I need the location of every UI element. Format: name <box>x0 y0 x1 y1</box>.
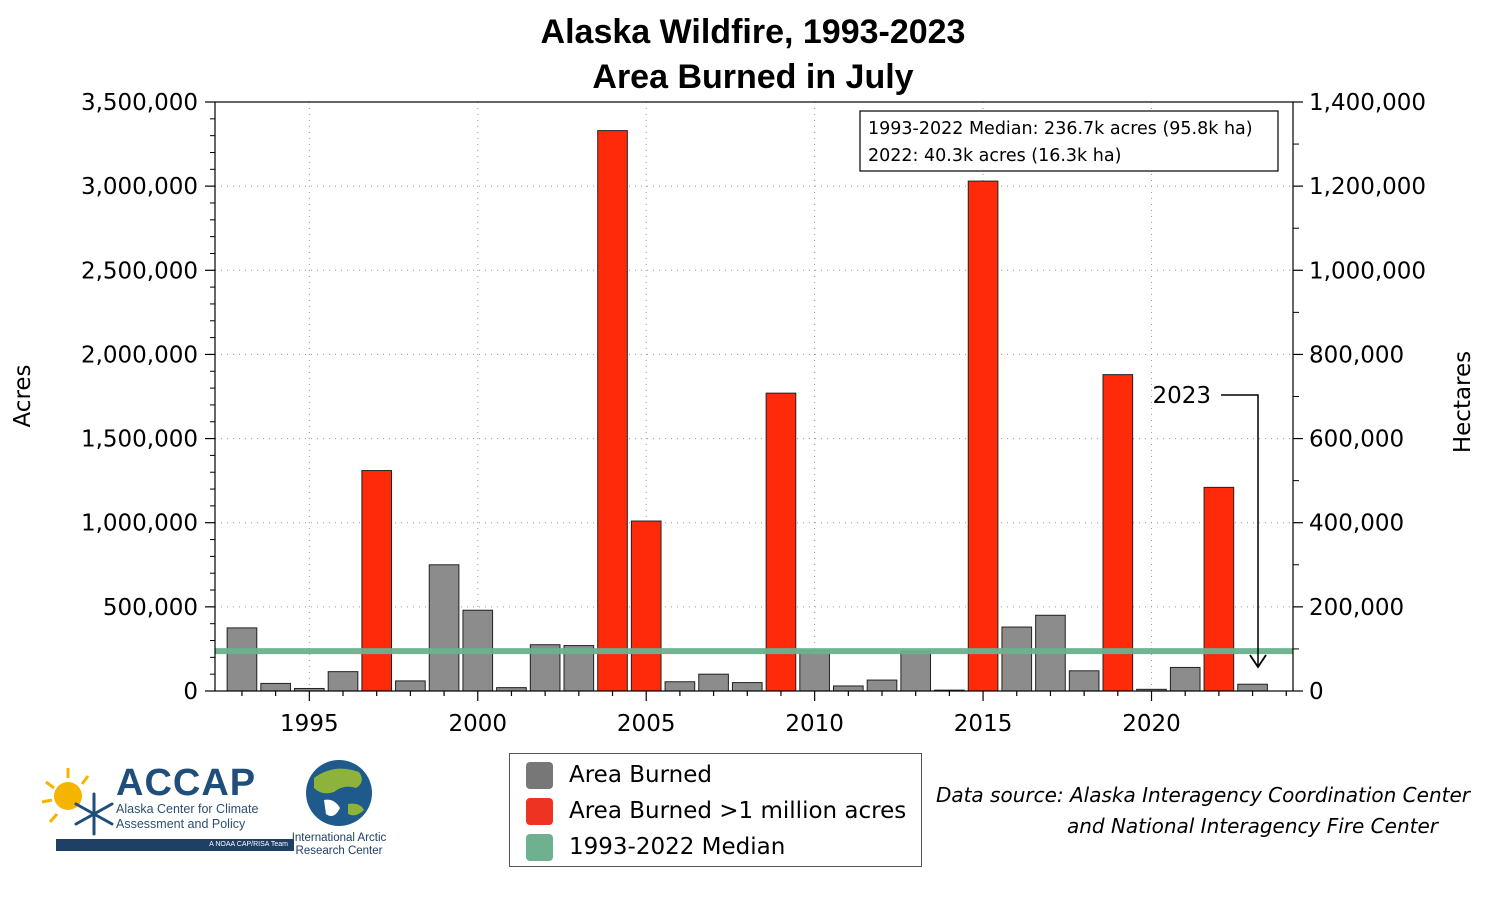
bar <box>428 564 460 692</box>
data-source: Data source: Alaska Interagency Coordina… <box>905 780 1470 842</box>
y-tick-label-left: 2,500,000 <box>81 258 198 284</box>
legend-swatch-red <box>526 797 553 825</box>
annotation-2022: 2022: 40.3k acres (16.3k ha) <box>868 146 1121 166</box>
bar-over-million <box>967 180 999 692</box>
y-tick-label-right: 400,000 <box>1309 511 1404 537</box>
x-tick-label: 2020 <box>1122 711 1181 737</box>
y-tick-label-right: 1,000,000 <box>1309 258 1426 284</box>
y-axis-label-right: Hectares <box>1450 351 1476 453</box>
y-tick-label-left: 0 <box>183 679 198 705</box>
x-tick-label: 1995 <box>280 711 339 737</box>
bar-over-million <box>597 130 628 692</box>
bar <box>799 650 830 692</box>
bar <box>1237 683 1268 692</box>
legend: Area Burned Area Burned >1 million acres… <box>509 753 922 867</box>
iarc-logo-text: International Arctic Research Center <box>284 832 394 858</box>
data-source-line1: Data source: Alaska Interagency Coordina… <box>935 783 1470 807</box>
accap-sub-line2: Assessment and Policy <box>116 817 246 831</box>
logos: ACCAP Alaska Center for Climate Assessme… <box>38 758 398 868</box>
bar <box>226 627 258 692</box>
y-axis-label-left: Acres <box>10 364 36 427</box>
x-tick-label: 2015 <box>954 711 1013 737</box>
bar <box>900 650 932 692</box>
bar <box>327 671 359 692</box>
bar <box>260 682 291 692</box>
chart-title-line2: Area Burned in July <box>592 58 913 96</box>
y-tick-label-left: 2,000,000 <box>81 342 198 368</box>
legend-item-area-burned: Area Burned <box>526 760 712 790</box>
x-tick-label: 2005 <box>617 711 676 737</box>
x-tick-label: 2000 <box>448 711 507 737</box>
bar <box>395 680 426 692</box>
x-tick-label: 2010 <box>785 711 844 737</box>
y-tick-label-left: 3,500,000 <box>81 90 198 116</box>
bar <box>698 673 729 692</box>
axes: 0 500,000 1,000,000 1,500,000 2,000,000 2,500… <box>81 90 1426 737</box>
bar <box>833 685 864 692</box>
legend-item-over-million: Area Burned >1 million acres <box>526 796 906 826</box>
iarc-line2: Research Center <box>295 845 383 857</box>
bar <box>866 679 898 692</box>
accap-logo-text: ACCAP <box>116 762 257 804</box>
accap-tag-bar: A NOAA CAP/RISA Team <box>56 839 294 851</box>
accap-logo-subtitle: Alaska Center for Climate Assessment and… <box>116 802 258 832</box>
y-tick-label-right: 800,000 <box>1309 342 1404 368</box>
bars <box>226 130 1268 692</box>
y-tick-label-left: 1,500,000 <box>81 427 198 453</box>
annotation-median: 1993-2022 Median: 236.7k acres (95.8k ha… <box>868 119 1253 139</box>
bar-over-million <box>765 392 797 692</box>
y-tick-label-right: 1,400,000 <box>1309 90 1426 116</box>
annotation-box: 1993-2022 Median: 236.7k acres (95.8k ha… <box>859 110 1279 172</box>
bar <box>664 681 696 692</box>
legend-label-over-million: Area Burned >1 million acres <box>569 798 907 824</box>
iarc-globe-icon <box>306 760 372 826</box>
bar-over-million <box>1102 374 1134 692</box>
bar <box>1001 626 1033 692</box>
bar <box>1068 670 1100 692</box>
arrow-2023-label: 2023 <box>1152 383 1211 409</box>
bar-over-million <box>361 470 393 692</box>
y-tick-label-right: 0 <box>1309 679 1324 705</box>
y-tick-label-left: 500,000 <box>103 595 198 621</box>
chart-title-line1: Alaska Wildfire, 1993-2023 <box>541 13 966 51</box>
y-tick-label-right: 600,000 <box>1309 427 1404 453</box>
y-tick-label-right: 1,200,000 <box>1309 174 1426 200</box>
bar-over-million <box>1203 486 1235 692</box>
y-tick-label-left: 1,000,000 <box>81 511 198 537</box>
bar <box>731 682 763 692</box>
iarc-line1: International Arctic <box>291 832 387 844</box>
legend-swatch-green <box>526 833 553 861</box>
arrow-2023-line <box>1221 394 1259 665</box>
legend-label-area-burned: Area Burned <box>569 762 712 788</box>
data-source-line2: and National Interagency Fire Center <box>1066 814 1438 838</box>
arrow-2023-head <box>1249 654 1267 669</box>
legend-item-median: 1993-2022 Median <box>526 832 785 862</box>
y-tick-label-right: 200,000 <box>1309 595 1404 621</box>
bar <box>1169 666 1201 692</box>
accap-sun-snowflake-icon <box>41 768 114 836</box>
legend-label-median: 1993-2022 Median <box>569 834 786 860</box>
y-tick-label-left: 3,000,000 <box>81 174 198 200</box>
legend-swatch-gray <box>526 761 553 789</box>
accap-sub-line1: Alaska Center for Climate <box>116 802 259 816</box>
arrow-2023: 2023 <box>1152 383 1267 669</box>
bar-over-million <box>630 520 662 692</box>
